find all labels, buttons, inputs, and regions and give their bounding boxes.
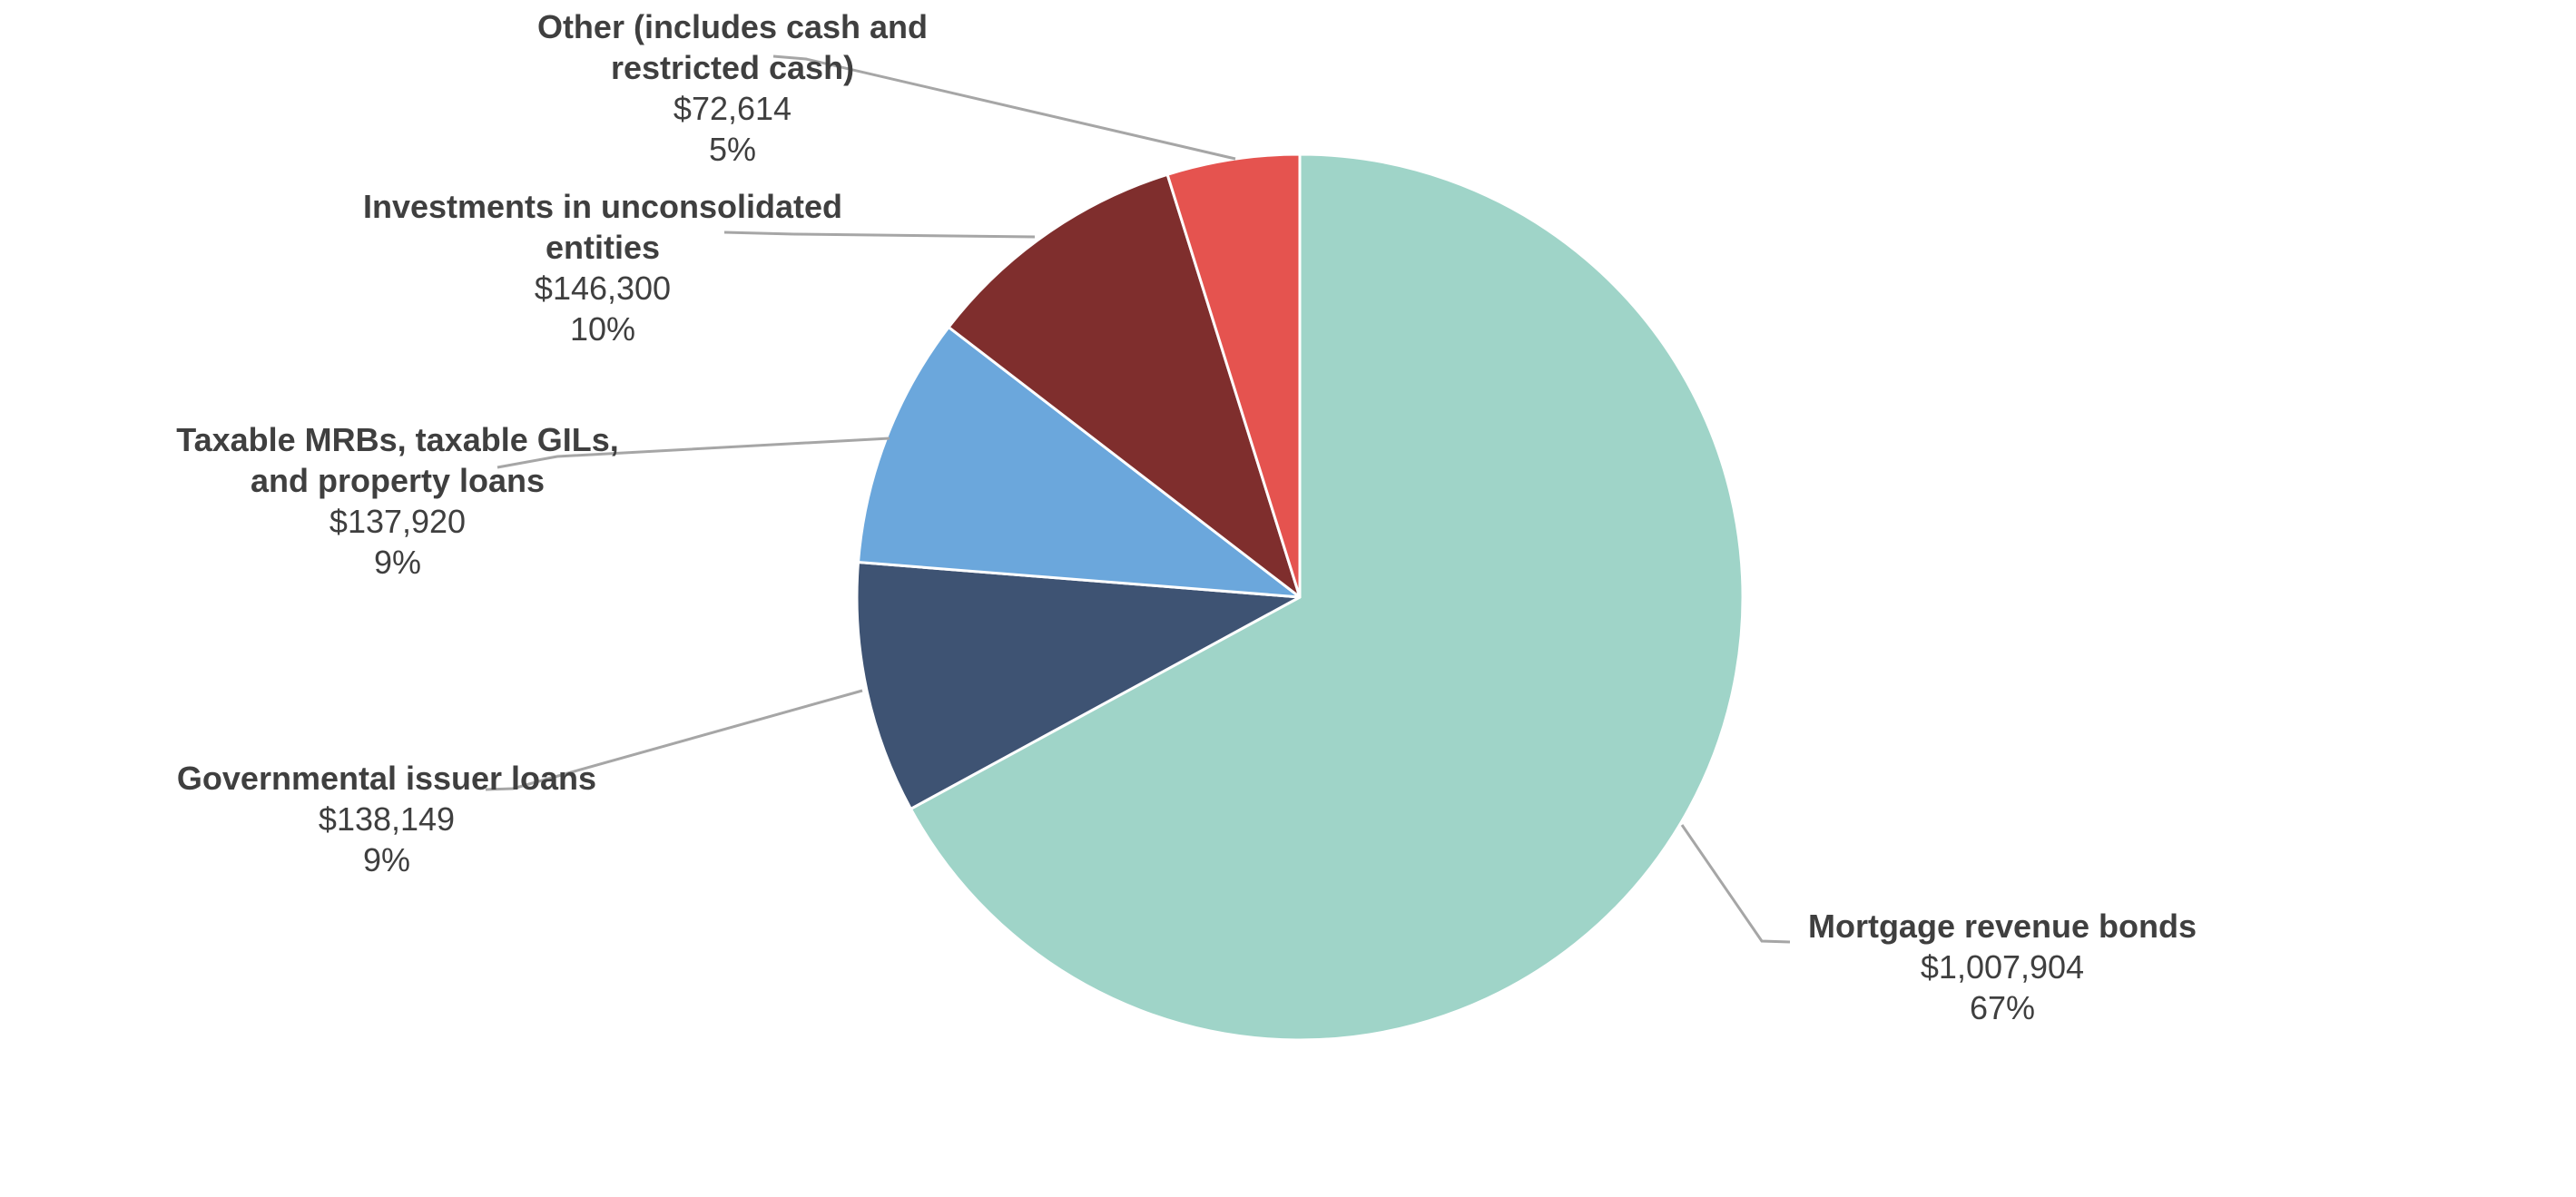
data-label-mortgage-revenue-bonds[interactable]: Mortgage revenue bonds $1,007,904 67% <box>1657 906 2347 1028</box>
leader-line-taxable-mrbs-taxable-gils-and-property-loans <box>497 437 890 469</box>
category-percent: 5% <box>708 131 757 168</box>
pie-slice-investments-in-unconsolidated-entities[interactable] <box>947 172 1302 599</box>
leader-line-mortgage-revenue-bonds <box>1680 824 1791 944</box>
category-name: Other (includes cash and <box>536 8 929 45</box>
leader-line-investments-in-unconsolidated-entities <box>723 231 1036 239</box>
category-value: $146,300 <box>534 270 672 307</box>
category-name: entities <box>545 229 661 266</box>
category-name: restricted cash) <box>610 49 855 86</box>
category-percent: 10% <box>569 310 636 348</box>
category-value: $72,614 <box>673 90 792 127</box>
category-name: Mortgage revenue bonds <box>1807 908 2197 945</box>
leader-line-other-includes-cash-and-restricted-cash <box>772 54 1236 161</box>
category-name: Investments in unconsolidated <box>362 188 843 225</box>
pie-slice-governmental-issuer-loans[interactable] <box>855 561 1302 810</box>
category-name: Taxable MRBs, taxable GILs, <box>176 421 619 458</box>
category-value: $1,007,904 <box>1920 948 2085 986</box>
category-value: $138,149 <box>318 800 456 838</box>
category-name: Governmental issuer loans <box>176 760 597 797</box>
leader-line-governmental-issuer-loans <box>485 689 863 791</box>
category-percent: 67% <box>1969 989 2036 1026</box>
data-label-investments-in-unconsolidated-entities[interactable]: Investments in unconsolidated entities $14… <box>258 186 948 349</box>
data-label-taxable-mrbs-taxable-gils-and-property-loans[interactable]: Taxable MRBs, taxable GILs, and property … <box>53 419 742 583</box>
data-label-other-includes-cash-and-restricted-cash[interactable]: Other (includes cash and restricted cash)… <box>388 6 1077 170</box>
category-value: $137,920 <box>329 503 467 540</box>
category-percent: 9% <box>373 544 422 581</box>
pie-slice-mortgage-revenue-bonds[interactable] <box>909 152 1745 1042</box>
category-percent: 9% <box>362 841 411 878</box>
category-name: and property loans <box>250 462 546 499</box>
data-label-governmental-issuer-loans[interactable]: Governmental issuer loans $138,149 9% <box>42 758 732 880</box>
